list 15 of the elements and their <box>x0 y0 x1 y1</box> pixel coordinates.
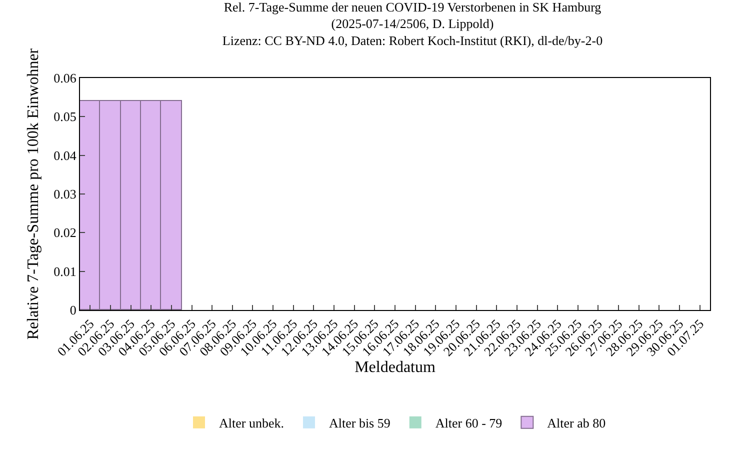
legend-label: Alter 60 - 79 <box>435 415 502 430</box>
x-axis-title: Meldedatum <box>354 358 436 376</box>
chart-title: Rel. 7-Tage-Summe der neuen COVID-19 Verstorbenen in SK Hamburg <box>224 0 602 14</box>
y-tick-label: 0.06 <box>54 70 77 86</box>
chart-subtitle: (2025-07-14/2506, D. Lippold) Lizenz: CC BY-ND 4.0, Daten: Robert Koch-Institut (RKI), dl-de/by-2-0 <box>222 16 603 48</box>
legend-label: Alter ab 80 <box>547 415 606 430</box>
legend-label: Alter bis 59 <box>328 415 390 430</box>
y-tick-label: 0.02 <box>54 225 76 240</box>
y-tick-label: 0 <box>70 302 76 318</box>
y-tick-label: 0.04 <box>54 148 77 163</box>
y-tick-label: 0.01 <box>54 264 76 279</box>
legend-label: Alter unbek. <box>219 415 284 430</box>
y-tick-label: 0.05 <box>54 109 76 124</box>
y-tick-label: 0.03 <box>54 186 76 202</box>
y-axis-title: Relative 7-Tage-Summe pro 100k Einwohner <box>25 48 42 340</box>
